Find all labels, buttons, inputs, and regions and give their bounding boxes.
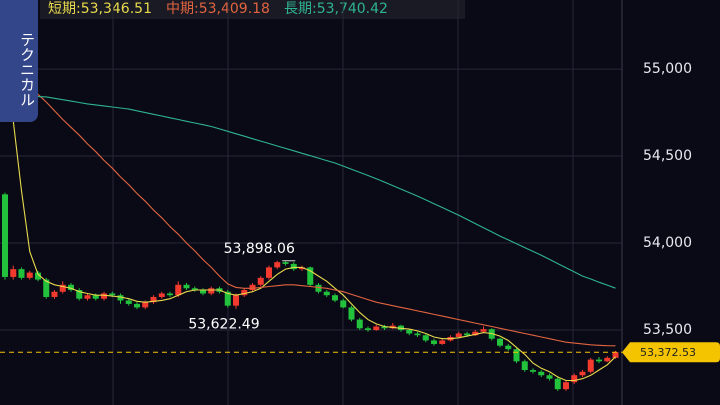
- candle-body: [257, 277, 264, 285]
- legend-separator: :: [76, 1, 81, 17]
- candle-body: [241, 290, 248, 296]
- candle-body: [587, 359, 594, 372]
- candle-body: [315, 284, 322, 292]
- moving-average-line: [4, 60, 616, 347]
- candle-body: [290, 263, 297, 270]
- legend-separator: :: [194, 1, 199, 17]
- last-price-tag: [622, 342, 720, 363]
- candle-body: [356, 319, 363, 329]
- side-tab[interactable]: テクニカル: [0, 0, 38, 122]
- candle-body: [282, 262, 289, 264]
- candle-body: [332, 295, 338, 301]
- legend-value: 53,409.18: [199, 1, 270, 17]
- legend-value: 53,740.42: [317, 1, 388, 17]
- candle-body: [51, 291, 58, 297]
- candle-body: [233, 295, 239, 306]
- legend: 短期:53,346.51 中期:53,409.18 長期:53,740.42: [48, 1, 388, 17]
- candle-body: [10, 269, 17, 277]
- moving-average-line: [4, 51, 616, 382]
- y-tick-label: 55,000: [643, 61, 692, 77]
- candle-body: [43, 279, 50, 297]
- candle-body: [373, 326, 380, 331]
- candle-body: [604, 357, 611, 362]
- candle-body: [546, 375, 553, 379]
- candle-body: [266, 267, 272, 278]
- candle-body: [191, 288, 198, 291]
- candle-body: [92, 295, 99, 299]
- y-tick-label: 54,000: [643, 235, 692, 251]
- legend-background: [40, 0, 465, 19]
- candle-body: [579, 371, 586, 376]
- legend-name: 短期: [48, 1, 76, 17]
- candle-body: [117, 295, 124, 301]
- last-price-label: 53,372.53: [640, 346, 696, 359]
- legend-value: 53,346.51: [81, 1, 152, 17]
- candle-body: [521, 361, 528, 371]
- candle-body: [406, 330, 413, 334]
- legend-name: 長期: [284, 1, 312, 17]
- candle-body: [323, 291, 330, 296]
- candle-body: [554, 378, 561, 390]
- candle-body: [158, 293, 165, 297]
- moving-average-line: [4, 94, 616, 289]
- candle-body: [167, 293, 173, 296]
- candle-body: [175, 284, 182, 296]
- candle-body: [455, 333, 462, 337]
- legend-entry: 中期:53,409.18: [166, 1, 270, 17]
- candle-body: [365, 328, 371, 331]
- candle-body: [538, 371, 545, 376]
- candle-body: [571, 375, 578, 383]
- legend-name: 中期: [166, 1, 194, 17]
- candle-body: [612, 352, 619, 358]
- candle-body: [35, 272, 41, 280]
- candle-body: [224, 291, 231, 306]
- y-tick-label: 53,500: [643, 322, 692, 338]
- candle-body: [439, 340, 446, 344]
- candle-body: [464, 333, 470, 336]
- legend-entry: 短期:53,346.51: [48, 1, 152, 17]
- candle-body: [596, 359, 602, 362]
- high-annotation: 53,898.06: [224, 241, 295, 257]
- candle-body: [348, 307, 355, 320]
- candle-body: [505, 345, 512, 350]
- candle-body: [109, 293, 116, 296]
- candle-body: [497, 338, 503, 346]
- candle-body: [513, 349, 520, 362]
- candle-body: [208, 288, 215, 294]
- candle-body: [18, 269, 25, 278]
- candle-body: [200, 290, 206, 294]
- grid: [0, 0, 622, 405]
- candle-body: [76, 290, 83, 299]
- candle-body: [530, 370, 536, 372]
- candle-body: [307, 267, 314, 285]
- y-tick-label: 54,500: [643, 148, 692, 164]
- candle-body: [472, 331, 479, 336]
- legend-entry: 長期:53,740.42: [284, 1, 388, 17]
- candle-body: [84, 295, 91, 299]
- candle-body: [414, 333, 421, 336]
- legend-separator: :: [312, 1, 317, 17]
- candle-body: [381, 326, 388, 329]
- candle-body: [134, 303, 140, 308]
- candle-body: [274, 262, 281, 268]
- candle-body: [431, 340, 437, 344]
- candle-body: [249, 284, 256, 291]
- candle-body: [59, 284, 66, 292]
- candle-body: [68, 284, 74, 291]
- candle-body: [2, 194, 8, 277]
- candle-body: [125, 300, 132, 304]
- candle-body: [299, 267, 305, 270]
- candle-body: [563, 382, 569, 390]
- candle-body: [101, 293, 107, 299]
- candle-body: [422, 335, 429, 341]
- candle-body: [340, 300, 347, 308]
- candle-body: [480, 329, 487, 332]
- candle-body: [26, 272, 33, 278]
- low-annotation: 53,622.49: [188, 317, 259, 333]
- candle-body: [142, 302, 149, 308]
- candle-body: [150, 296, 157, 303]
- candle-body: [183, 284, 190, 289]
